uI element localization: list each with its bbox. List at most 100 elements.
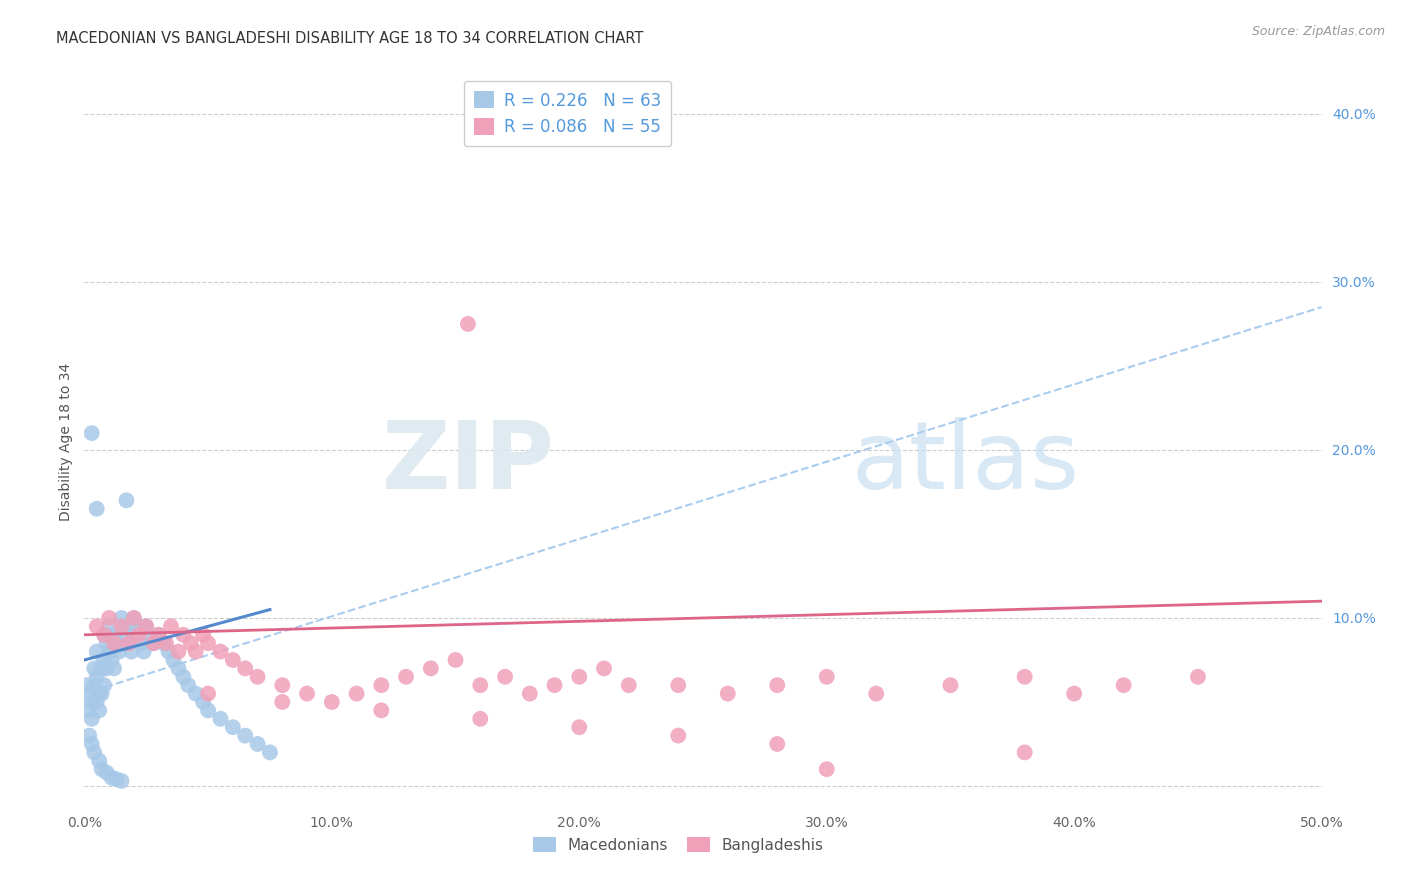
Point xyxy=(939,678,962,692)
Point xyxy=(148,628,170,642)
Point xyxy=(155,636,177,650)
Point xyxy=(108,644,131,658)
Point xyxy=(766,678,789,692)
Point xyxy=(519,687,541,701)
Point xyxy=(815,762,838,776)
Point xyxy=(135,619,157,633)
Point xyxy=(568,670,591,684)
Text: MACEDONIAN VS BANGLADESHI DISABILITY AGE 18 TO 34 CORRELATION CHART: MACEDONIAN VS BANGLADESHI DISABILITY AGE… xyxy=(56,31,644,46)
Point xyxy=(96,765,118,780)
Point xyxy=(184,644,207,658)
Point xyxy=(122,611,145,625)
Point xyxy=(172,670,194,684)
Point xyxy=(152,636,174,650)
Point xyxy=(666,678,689,692)
Point xyxy=(142,636,165,650)
Point xyxy=(271,695,294,709)
Point xyxy=(1014,745,1036,759)
Point xyxy=(129,636,152,650)
Point xyxy=(98,619,121,633)
Point xyxy=(191,695,214,709)
Text: ZIP: ZIP xyxy=(381,417,554,509)
Point xyxy=(1112,678,1135,692)
Point xyxy=(717,687,740,701)
Point xyxy=(617,678,640,692)
Point xyxy=(246,670,269,684)
Point xyxy=(233,729,256,743)
Point xyxy=(494,670,516,684)
Point xyxy=(470,678,492,692)
Text: atlas: atlas xyxy=(852,417,1080,509)
Point xyxy=(93,628,115,642)
Point xyxy=(80,712,103,726)
Point xyxy=(83,678,105,692)
Point xyxy=(79,687,101,701)
Point xyxy=(115,493,138,508)
Point xyxy=(370,678,392,692)
Point xyxy=(79,729,101,743)
Point xyxy=(96,636,118,650)
Point xyxy=(98,644,121,658)
Point xyxy=(118,636,141,650)
Point xyxy=(120,644,142,658)
Y-axis label: Disability Age 18 to 34: Disability Age 18 to 34 xyxy=(59,362,73,521)
Point xyxy=(444,653,467,667)
Point xyxy=(543,678,565,692)
Point xyxy=(100,771,122,785)
Point xyxy=(197,703,219,717)
Point xyxy=(86,619,108,633)
Point xyxy=(568,720,591,734)
Point xyxy=(865,687,887,701)
Point xyxy=(89,687,111,701)
Point xyxy=(180,636,202,650)
Point xyxy=(321,695,343,709)
Point xyxy=(167,644,190,658)
Point xyxy=(76,678,98,692)
Point xyxy=(110,774,132,789)
Point xyxy=(90,687,112,701)
Point xyxy=(105,772,128,787)
Text: Source: ZipAtlas.com: Source: ZipAtlas.com xyxy=(1251,25,1385,38)
Point xyxy=(246,737,269,751)
Point xyxy=(162,653,184,667)
Point xyxy=(295,687,318,701)
Point xyxy=(89,754,111,768)
Point xyxy=(177,678,200,692)
Point xyxy=(259,745,281,759)
Point xyxy=(148,628,170,642)
Point xyxy=(110,619,132,633)
Point xyxy=(79,703,101,717)
Point xyxy=(80,737,103,751)
Point xyxy=(128,628,150,642)
Point xyxy=(1063,687,1085,701)
Point xyxy=(93,653,115,667)
Point xyxy=(86,501,108,516)
Point xyxy=(666,729,689,743)
Point xyxy=(815,670,838,684)
Point xyxy=(103,636,125,650)
Point xyxy=(118,636,141,650)
Point xyxy=(112,619,135,633)
Point xyxy=(105,636,128,650)
Point xyxy=(138,628,160,642)
Point xyxy=(90,661,112,675)
Point xyxy=(89,703,111,717)
Point xyxy=(197,687,219,701)
Point xyxy=(128,619,150,633)
Point xyxy=(593,661,616,675)
Point xyxy=(103,661,125,675)
Point xyxy=(90,762,112,776)
Point xyxy=(1014,670,1036,684)
Point xyxy=(142,636,165,650)
Point xyxy=(766,737,789,751)
Point xyxy=(346,687,368,701)
Point xyxy=(470,712,492,726)
Point xyxy=(103,628,125,642)
Legend: Macedonians, Bangladeshis: Macedonians, Bangladeshis xyxy=(524,829,831,860)
Point xyxy=(93,628,115,642)
Point xyxy=(96,661,118,675)
Point xyxy=(83,661,105,675)
Point xyxy=(209,644,232,658)
Point xyxy=(370,703,392,717)
Point xyxy=(395,670,418,684)
